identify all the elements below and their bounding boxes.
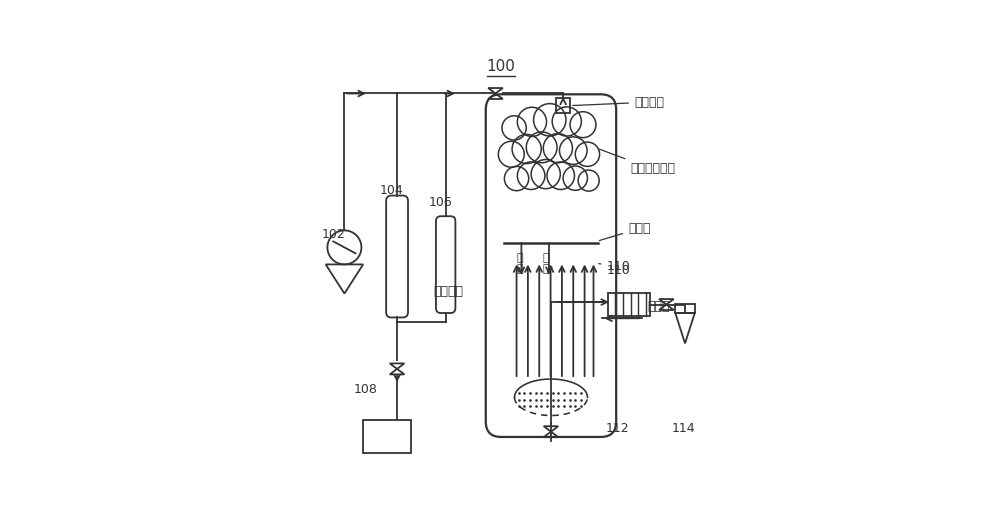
Text: 油
脂: 油 脂 [543,254,549,274]
Text: 110: 110 [599,260,630,274]
Text: 支撑板: 支撑板 [599,222,650,240]
Text: 动物油脂原料: 动物油脂原料 [599,149,675,176]
Text: 108: 108 [354,382,378,396]
Bar [608,293,650,316]
Text: 112: 112 [606,422,629,435]
Text: 原料入口: 原料入口 [573,96,664,109]
Text: 水蒸气: 水蒸气 [647,300,669,313]
Text: 104: 104 [380,184,403,197]
Text: 动物油脂: 动物油脂 [433,286,463,298]
Text: 油
脂: 油 脂 [516,254,523,274]
Bar [556,97,570,113]
Text: 100: 100 [487,59,516,75]
Text: 114: 114 [671,422,695,435]
Text: 106: 106 [428,196,452,209]
Text: 102: 102 [322,228,346,241]
Bar [363,420,411,453]
Bar [675,304,695,313]
Text: 110: 110 [606,264,630,277]
